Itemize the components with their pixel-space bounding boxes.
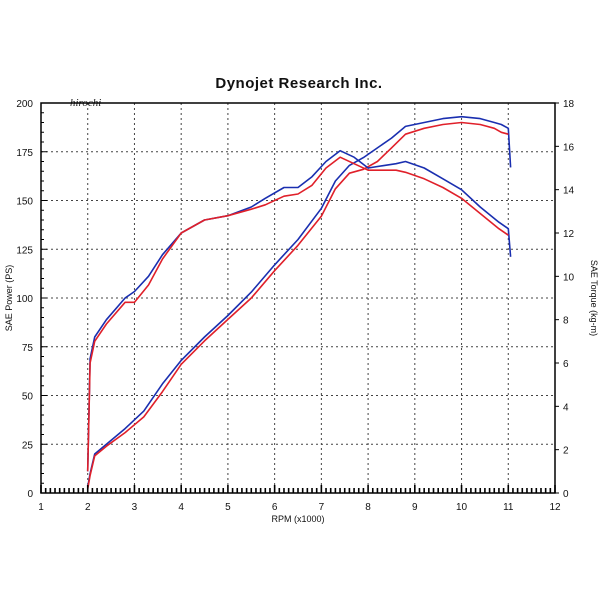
y-tick-label-right: 4 [563, 402, 569, 413]
x-axis-label: RPM (x1000) [271, 514, 324, 524]
y-tick-label-left: 0 [27, 489, 33, 500]
y-tick-label-right: 0 [563, 489, 569, 500]
power-line-blue [86, 115, 512, 488]
y-tick-label-right: 2 [563, 446, 569, 457]
x-tick-label: 12 [549, 502, 561, 513]
x-tick-label: 11 [503, 502, 514, 513]
x-tick-label: 2 [85, 502, 91, 513]
x-tick-label: 3 [132, 502, 138, 513]
torque-line-blue [86, 149, 512, 472]
torque-line-red [86, 156, 509, 472]
y-tick-label-left: 75 [22, 343, 34, 354]
y-tick-label-left: 150 [16, 197, 33, 208]
y-tick-label-left: 100 [16, 294, 33, 305]
y-tick-label-right: 18 [563, 99, 575, 110]
x-tick-label: 10 [456, 502, 468, 513]
axis-ticks: 1 2 3 4 5 6 7 8 9 10 11 120255075100125150175200024… [16, 99, 574, 513]
x-tick-label: 8 [365, 502, 371, 513]
y-tick-label-left: 200 [16, 99, 33, 110]
x-tick-label: 7 [319, 502, 325, 513]
power-line-red [86, 121, 509, 490]
x-tick-label: 4 [178, 502, 184, 513]
y-axis-label-left: SAE Power (PS) [4, 265, 14, 332]
y-tick-label-left: 25 [22, 440, 34, 451]
chart-title: Dynojet Research Inc. [215, 75, 382, 92]
y-tick-label-left: 125 [16, 245, 33, 256]
series-layer [86, 115, 512, 490]
x-tick-label: 5 [225, 502, 231, 513]
y-tick-label-left: 50 [22, 392, 34, 403]
x-tick-label: 1 [38, 502, 44, 513]
x-tick-label: 6 [272, 502, 278, 513]
x-tick-label: 9 [412, 502, 418, 513]
y-tick-label-right: 14 [563, 186, 575, 197]
y-tick-label-right: 8 [563, 316, 569, 327]
y-tick-label-right: 10 [563, 272, 575, 283]
y-tick-label-right: 12 [563, 229, 575, 240]
y-tick-label-right: 16 [563, 142, 575, 153]
y-tick-label-left: 175 [16, 148, 33, 159]
grid [41, 103, 555, 493]
y-tick-label-right: 6 [563, 359, 569, 370]
y-axis-label-right: SAE Torque (kg-m) [589, 260, 599, 336]
